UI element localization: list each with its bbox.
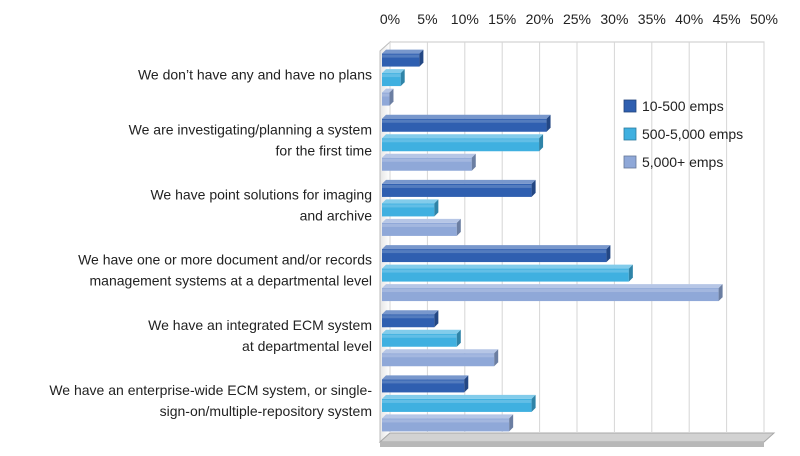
bar-10-500-emps bbox=[382, 49, 424, 67]
x-tick-label: 25% bbox=[563, 11, 591, 27]
bar-5-000-emps bbox=[382, 284, 723, 302]
legend-swatch bbox=[623, 99, 637, 113]
x-tick-label: 0% bbox=[380, 11, 400, 27]
x-tick-label: 35% bbox=[638, 11, 666, 27]
category-label: We don’t have any and have no plans bbox=[138, 67, 372, 83]
legend-swatch bbox=[623, 155, 637, 169]
x-tick-label: 15% bbox=[488, 11, 516, 27]
category-label: We have one or more document and/or reco… bbox=[78, 252, 372, 268]
bar-500-5-000-emps bbox=[382, 134, 544, 152]
bar-10-500-emps bbox=[382, 179, 536, 197]
bar-500-5-000-emps bbox=[382, 199, 439, 217]
bar-5-000-emps bbox=[382, 349, 499, 367]
category-label: We have an enterprise-wide ECM system, o… bbox=[49, 382, 372, 398]
bar-5-000-emps bbox=[382, 414, 514, 432]
category-label: management systems at a departmental lev… bbox=[90, 273, 372, 289]
category-label: and archive bbox=[300, 207, 373, 223]
category-label: sign-on/multiple-repository system bbox=[160, 403, 372, 419]
category-label: for the first time bbox=[276, 142, 373, 158]
bar-500-5-000-emps bbox=[382, 69, 405, 87]
bar-10-500-emps bbox=[382, 114, 551, 132]
bar-5-000-emps bbox=[382, 218, 461, 236]
x-tick-label: 45% bbox=[713, 11, 741, 27]
x-tick-label: 5% bbox=[417, 11, 437, 27]
category-label: at departmental level bbox=[242, 338, 372, 354]
legend-swatch bbox=[623, 127, 637, 141]
legend-label: 5,000+ emps bbox=[642, 154, 723, 170]
bar-5-000-emps bbox=[382, 88, 394, 106]
category-label: We have point solutions for imaging bbox=[150, 186, 372, 202]
category-label: We are investigating/planning a system bbox=[129, 121, 372, 137]
x-axis-ticks: 0% 5% 10% 15% 20% 25% 30% 35% 40% 45% 50% bbox=[380, 11, 778, 27]
x-tick-label: 50% bbox=[750, 11, 778, 27]
bars bbox=[382, 49, 723, 432]
bar-10-500-emps bbox=[382, 310, 439, 328]
bar-500-5-000-emps bbox=[382, 264, 633, 282]
bar-500-5-000-emps bbox=[382, 394, 536, 412]
bar-500-5-000-emps bbox=[382, 329, 461, 347]
legend-label: 10-500 emps bbox=[642, 98, 724, 114]
x-tick-label: 10% bbox=[451, 11, 479, 27]
legend-label: 500-5,000 emps bbox=[642, 126, 743, 142]
category-labels: We don’t have any and have no plans We ar… bbox=[49, 67, 372, 419]
x-tick-label: 20% bbox=[526, 11, 554, 27]
legend: 10-500 emps 500-5,000 emps 5,000+ emps bbox=[623, 98, 743, 170]
x-tick-label: 40% bbox=[675, 11, 703, 27]
x-tick-label: 30% bbox=[600, 11, 628, 27]
category-label: We have an integrated ECM system bbox=[148, 317, 372, 333]
bar-10-500-emps bbox=[382, 245, 611, 263]
gridlines bbox=[389, 42, 765, 433]
bar-10-500-emps bbox=[382, 375, 469, 393]
bar-5-000-emps bbox=[382, 153, 476, 171]
